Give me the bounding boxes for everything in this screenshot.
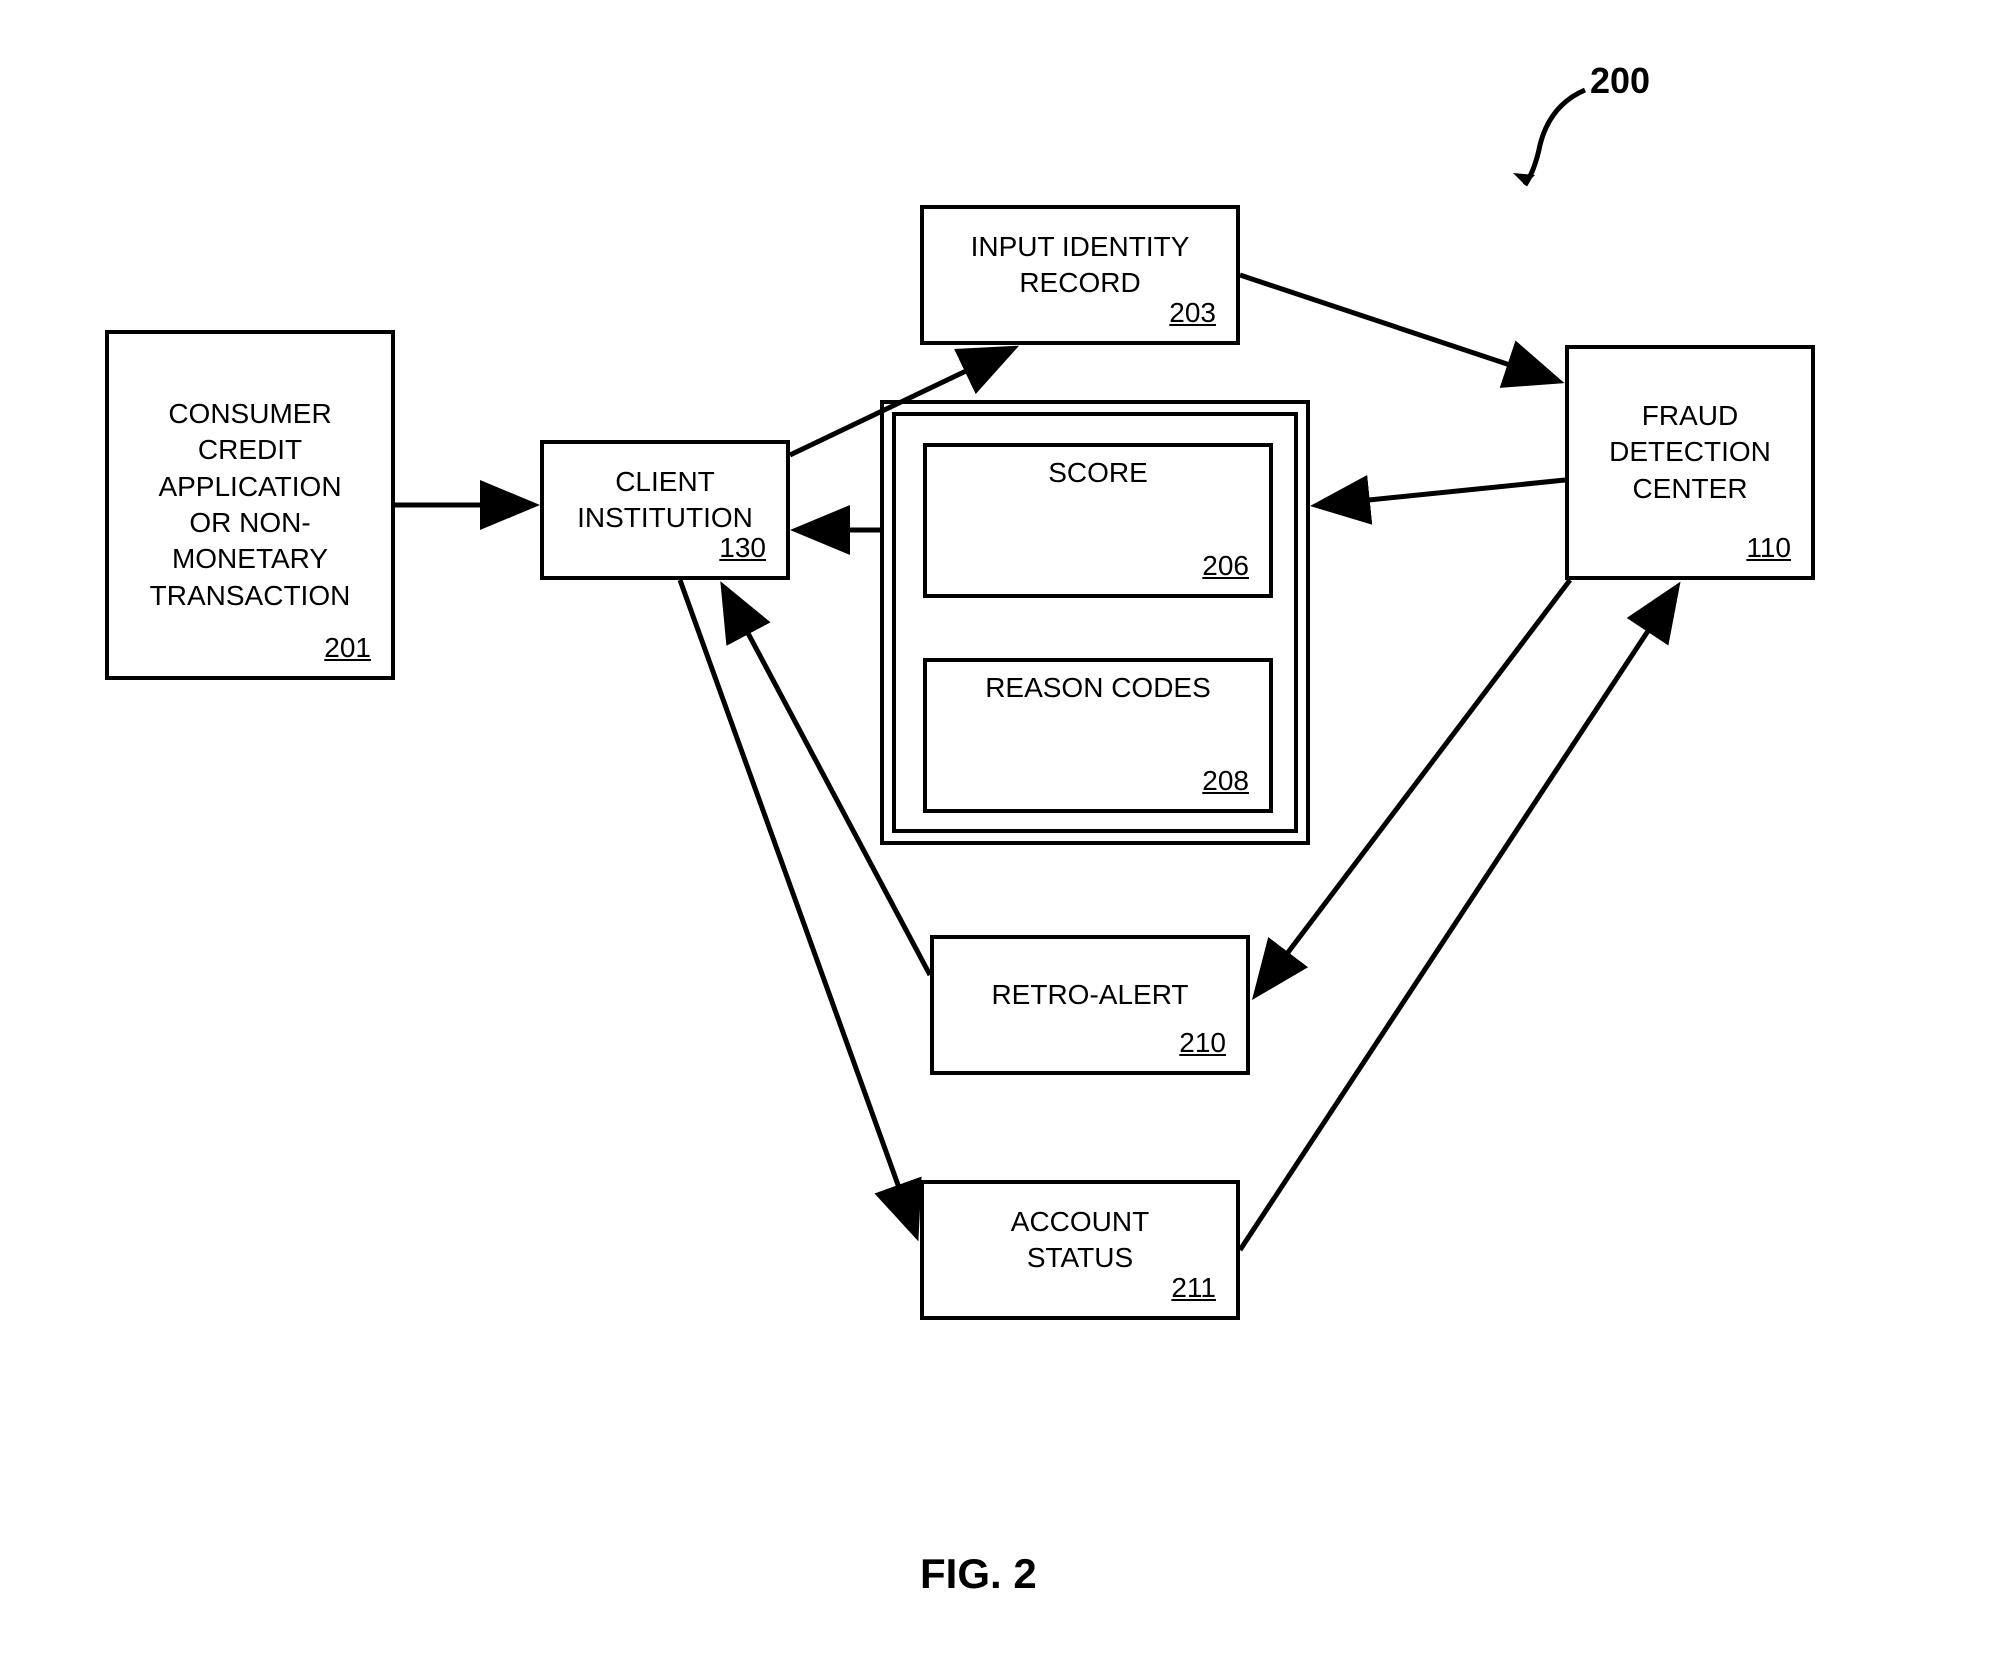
node-consumer-label: CONSUMERCREDITAPPLICATIONOR NON-MONETARY…: [150, 396, 351, 614]
reference-number: 200: [1590, 60, 1650, 102]
node-input-identity-number: 203: [1169, 297, 1216, 329]
edge-fraud-score: [1320, 480, 1565, 505]
reference-curve: [1505, 85, 1595, 205]
node-reason-codes-number: 208: [1202, 765, 1249, 797]
node-client-number: 130: [719, 532, 766, 564]
node-account-status-number: 211: [1171, 1272, 1216, 1304]
node-client: CLIENTINSTITUTION 130: [540, 440, 790, 580]
node-fraud-label: FRAUDDETECTIONCENTER: [1609, 398, 1771, 507]
node-retro-alert: RETRO-ALERT 210: [930, 935, 1250, 1075]
node-input-identity-label: INPUT IDENTITYRECORD: [971, 229, 1190, 302]
node-retro-alert-label: RETRO-ALERT: [991, 977, 1188, 1013]
edge-input-fraud: [1240, 275, 1555, 380]
node-consumer: CONSUMERCREDITAPPLICATIONOR NON-MONETARY…: [105, 330, 395, 680]
node-consumer-number: 201: [324, 632, 371, 664]
node-score-number: 206: [1202, 550, 1249, 582]
node-reason-codes: REASON CODES 208: [923, 658, 1273, 813]
node-fraud-number: 110: [1746, 532, 1791, 564]
node-score: SCORE 206: [923, 443, 1273, 598]
node-client-label: CLIENTINSTITUTION: [577, 464, 753, 537]
diagram-container: 200 CONSUMERCREDITAPPLICATIONOR NON-MONE…: [0, 0, 2011, 1668]
node-reason-codes-label: REASON CODES: [927, 672, 1269, 704]
node-account-status-label: ACCOUNTSTATUS: [1011, 1204, 1149, 1277]
node-fraud: FRAUDDETECTIONCENTER 110: [1565, 345, 1815, 580]
double-box-inner: SCORE 206 REASON CODES 208: [892, 412, 1298, 833]
node-score-label: SCORE: [927, 457, 1269, 489]
node-retro-alert-number: 210: [1179, 1027, 1226, 1059]
node-input-identity: INPUT IDENTITYRECORD 203: [920, 205, 1240, 345]
figure-label: FIG. 2: [920, 1550, 1037, 1598]
double-box: SCORE 206 REASON CODES 208: [880, 400, 1310, 845]
node-account-status: ACCOUNTSTATUS 211: [920, 1180, 1240, 1320]
